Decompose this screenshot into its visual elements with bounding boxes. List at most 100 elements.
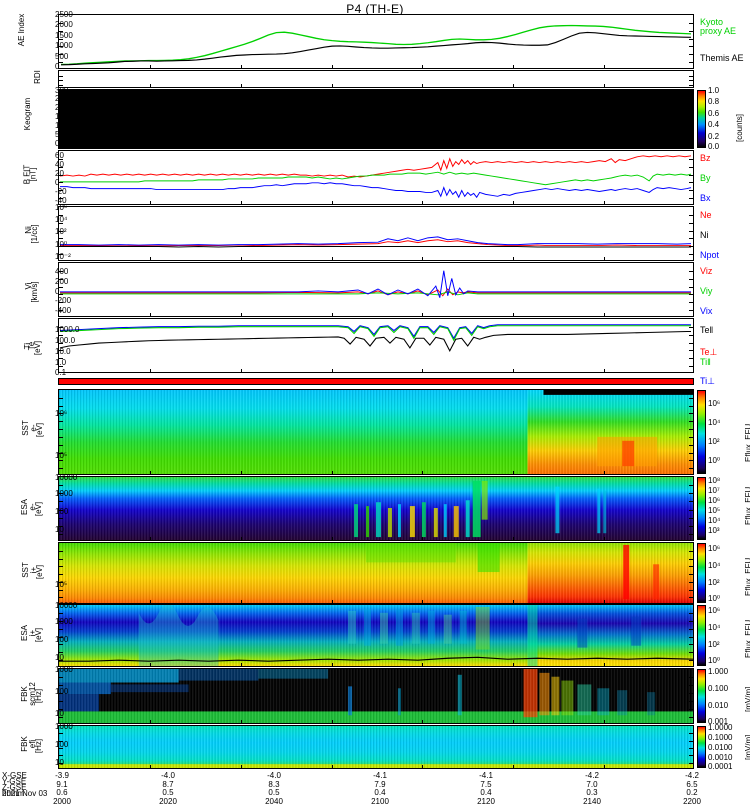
axis-tick (59, 485, 63, 486)
sst-electron-cbar-tick: 10⁴ (708, 419, 720, 427)
axis-tick (689, 135, 693, 136)
axis-tick (689, 493, 693, 494)
axis-tick (604, 663, 605, 666)
ae-index-plot (59, 15, 693, 68)
axis-tick-hhmm: 2140 (583, 798, 601, 806)
fbk-efi-spectrogram (59, 726, 693, 768)
sst-ion-cbar-tick: 10² (708, 579, 720, 587)
axis-tick (689, 460, 693, 461)
axis-tick (422, 65, 423, 68)
axis-tick (150, 84, 151, 87)
fbk-efi-cbar-tick: 1.0000 (708, 724, 732, 732)
fbk-scm-yunits: [Hz] (35, 674, 43, 718)
esa-electron-cbar-tick: 10⁵ (708, 507, 720, 515)
panel-esa-electron (58, 476, 694, 541)
axis-tick (689, 429, 693, 430)
sst-ion-colorbar (697, 543, 706, 603)
axis-tick-hhmm: 2000 (53, 798, 71, 806)
axis-tick (150, 65, 151, 68)
axis-tick (59, 701, 63, 702)
sst-electron-cbar-title: Eflux, EFU (744, 424, 750, 462)
axis-tick (689, 223, 693, 224)
sst-electron-cbar-tick: 10² (708, 438, 720, 446)
panel-rdi (58, 70, 694, 88)
panel-ti-temperature (58, 318, 694, 373)
esa-electron-cbar-tick: 10⁸ (708, 477, 720, 485)
axis-tick (59, 559, 63, 560)
b-fit-yunits: [nT] (29, 150, 38, 200)
axis-tick (59, 685, 63, 686)
axis-tick (241, 720, 242, 723)
axis-tick (689, 421, 693, 422)
axis-tick (59, 287, 63, 288)
axis-tick (689, 518, 693, 519)
sst-electron-cbar-tick: 10⁰ (708, 457, 720, 465)
fbk-efi-cbar-title: [mV/m] (744, 735, 750, 760)
axis-tick (604, 369, 605, 372)
axis-tick (59, 62, 63, 63)
axis-tick (59, 677, 63, 678)
axis-tick (513, 537, 514, 540)
axis-tick (689, 80, 693, 81)
ti-temperature-yunits: [eV] (34, 324, 42, 372)
axis-tick (332, 84, 333, 87)
axis-tick (422, 537, 423, 540)
axis-tick (59, 566, 63, 567)
axis-tick (59, 143, 63, 144)
axis-tick (332, 257, 333, 260)
fbk-scm-cbar-tick: 0.100 (708, 685, 728, 693)
esa-electron-cbar-tick: 10³ (708, 527, 720, 535)
axis-tick (513, 145, 514, 148)
legend-ti-par: Ti‖ (700, 358, 711, 367)
axis-tick (604, 537, 605, 540)
sst-electron-spectrogram (59, 390, 693, 474)
axis-tick (689, 231, 693, 232)
axis-tick (689, 182, 693, 183)
legend-themis-ae: Themis AE (700, 54, 744, 63)
axis-tick (689, 709, 693, 710)
esa-ion-cbar-tick: 10⁰ (708, 657, 720, 665)
axis-tick-column: -4.2 7.0 0.3 2140 (583, 772, 601, 806)
axis-tick (689, 120, 693, 121)
sst-electron-yunits: [eV] (36, 408, 44, 452)
legend-viy: Viy (700, 287, 712, 296)
axis-tick (689, 271, 693, 272)
axis-tick (689, 350, 693, 351)
axis-tick (689, 98, 693, 99)
axis-tick (422, 765, 423, 768)
axis-tick (689, 613, 693, 614)
sst-ion-cbar-tick: 10⁰ (708, 595, 720, 603)
axis-tick (689, 39, 693, 40)
axis-tick (513, 201, 514, 204)
axis-tick (689, 629, 693, 630)
axis-tick-hhmm: 2040 (265, 798, 283, 806)
axis-tick (689, 128, 693, 129)
sst-ion-yunits: [eV] (36, 550, 44, 594)
keogram-cbar-tick: 1.0 (708, 87, 719, 95)
axis-tick (689, 501, 693, 502)
ae-index-ytitle: AE Index (18, 0, 26, 60)
axis-tick (332, 471, 333, 474)
axis-tick (689, 590, 693, 591)
axis-tick (604, 257, 605, 260)
axis-tick (422, 663, 423, 666)
axis-tick (513, 765, 514, 768)
axis-tick (689, 167, 693, 168)
fbk-scm-colorbar (697, 669, 706, 723)
axis-tick (689, 621, 693, 622)
axis-tick (241, 313, 242, 316)
fbk-efi-colorbar (697, 726, 706, 768)
axis-tick (689, 54, 693, 55)
axis-tick (150, 471, 151, 474)
axis-tick (689, 310, 693, 311)
esa-electron-cbar-tick: 10⁷ (708, 487, 720, 495)
axis-tick (689, 574, 693, 575)
axis-tick (513, 65, 514, 68)
axis-tick (689, 46, 693, 47)
sst-ion-spectrogram (59, 543, 693, 603)
axis-tick-hhmm: 2120 (477, 798, 495, 806)
esa-ion-cbar-tick: 10⁴ (708, 624, 720, 632)
axis-tick (513, 663, 514, 666)
axis-tick (59, 238, 63, 239)
axis-tick (604, 765, 605, 768)
